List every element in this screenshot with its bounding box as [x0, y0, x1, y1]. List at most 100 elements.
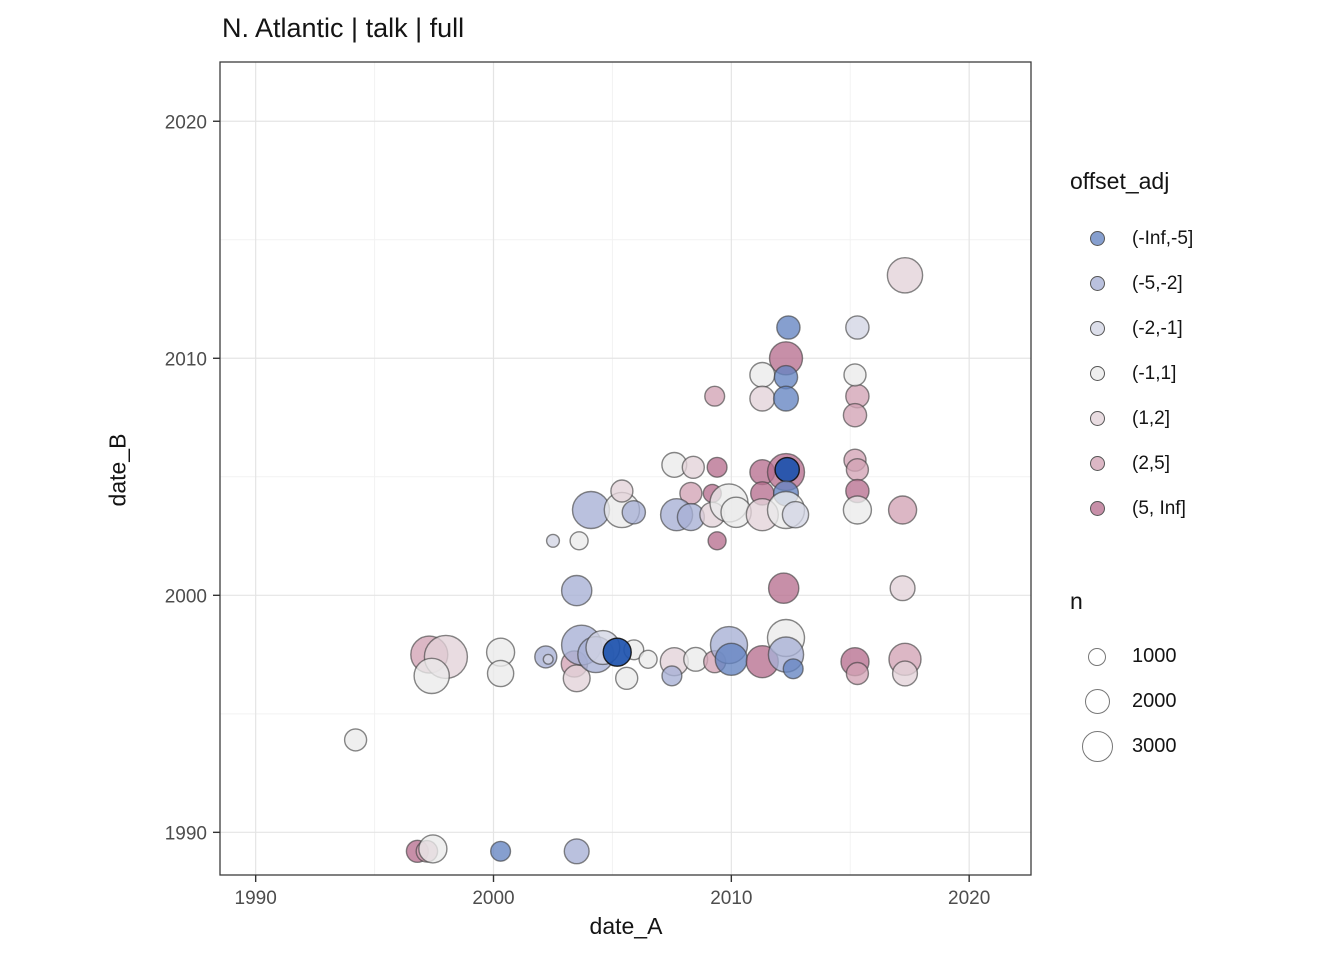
x-tick-label: 2000 [472, 888, 514, 909]
legend-item-label: (2,5] [1132, 452, 1171, 474]
data-point [782, 658, 804, 680]
legend-swatch-icon [1089, 411, 1105, 426]
data-point [767, 572, 800, 605]
legend-item: (-1,1] [1062, 351, 1342, 396]
data-point [773, 364, 799, 390]
legend-item-label: (-Inf,-5] [1132, 227, 1194, 249]
legend-swatch-icon [1089, 366, 1105, 381]
legend-size-circle [1084, 689, 1110, 714]
size-legend-title: n [1070, 588, 1083, 614]
legend-size-circle [1088, 647, 1106, 666]
data-point [610, 479, 634, 503]
data-point [615, 666, 639, 690]
data-point [842, 402, 868, 428]
data-point [542, 653, 554, 665]
legend-key-cell [1062, 501, 1132, 516]
size-item-label: 3000 [1132, 735, 1177, 757]
data-point [602, 637, 632, 667]
data-point [490, 840, 512, 862]
data-point [638, 649, 658, 669]
data-point [545, 533, 561, 548]
data-point [781, 500, 810, 529]
data-point [560, 574, 593, 607]
panel-border [219, 61, 1032, 876]
data-point [621, 499, 647, 525]
legend-item: (-2,-1] [1062, 306, 1342, 351]
data-point [704, 385, 726, 407]
data-point [707, 531, 727, 551]
legend-panel: offset_adj (-Inf,-5] (-5,-2] (-2,-1] (-1,1]… [1062, 0, 1342, 960]
legend-key-cell [1062, 231, 1132, 246]
size-item-label: 2000 [1132, 690, 1177, 712]
legend-size-circle [1081, 731, 1113, 762]
legend-item: (2,5] [1062, 441, 1342, 486]
axis-ticks: 1990 2000 2010 2020 1990 2000 2010 2020 [165, 112, 991, 909]
plot-panel [220, 62, 1031, 875]
legend-item-label: (5, Inf] [1132, 497, 1186, 519]
size-key-cell [1062, 689, 1132, 714]
data-point [774, 456, 801, 483]
size-legend-item: 3000 [1062, 724, 1342, 769]
data-point [413, 657, 451, 695]
legend-item-label: (1,2] [1132, 407, 1171, 429]
data-point [486, 659, 515, 688]
x-tick-label: 2010 [710, 888, 752, 909]
x-tick-label: 1990 [235, 888, 277, 909]
color-legend-title: offset_adj [1070, 168, 1170, 194]
legend-swatch-icon [1089, 321, 1105, 336]
legend-key-cell [1062, 456, 1132, 471]
data-point [845, 661, 870, 686]
size-legend-item: 2000 [1062, 679, 1342, 724]
data-point [772, 385, 800, 412]
data-point [843, 363, 867, 387]
data-point [418, 834, 448, 864]
data-point [749, 385, 776, 412]
legend-item-label: (-5,-2] [1132, 272, 1183, 294]
data-point [845, 458, 870, 482]
y-tick-label: 2000 [165, 586, 207, 607]
gridlines-major [220, 62, 1031, 875]
data-point [776, 315, 801, 340]
legend-swatch-icon [1089, 276, 1105, 291]
y-tick-label: 2010 [165, 349, 207, 370]
data-point [889, 575, 916, 602]
data-point [886, 256, 924, 294]
legend-item-label: (-1,1] [1132, 362, 1177, 384]
data-point [563, 838, 590, 865]
data-point [681, 455, 705, 479]
legend-swatch-icon [1089, 456, 1105, 471]
data-point [887, 495, 918, 525]
legend-item: (-5,-2] [1062, 261, 1342, 306]
size-key-cell [1062, 647, 1132, 666]
data-point [891, 660, 919, 687]
data-points [343, 256, 924, 865]
legend-item: (5, Inf] [1062, 486, 1342, 531]
chart-title: N. Atlantic | talk | full [222, 13, 465, 43]
x-axis-title: date_A [589, 913, 663, 939]
data-point [842, 495, 873, 525]
legend-key-cell [1062, 411, 1132, 426]
size-legend-item: 1000 [1062, 634, 1342, 679]
legend-swatch-icon [1089, 501, 1105, 516]
legend-key-cell [1062, 366, 1132, 381]
legend-swatch-icon [1089, 231, 1105, 246]
legend-key-cell [1062, 276, 1132, 291]
y-axis-title: date_B [104, 433, 131, 507]
legend-item-label: (-2,-1] [1132, 317, 1183, 339]
y-tick-label: 1990 [165, 823, 207, 844]
legend-item: (-Inf,-5] [1062, 216, 1342, 261]
size-key-cell [1062, 731, 1132, 762]
color-legend-rows: (-Inf,-5] (-5,-2] (-2,-1] (-1,1] (1,2] (2,5] (… [1062, 216, 1342, 531]
data-point [343, 728, 368, 752]
data-point [714, 642, 748, 676]
data-point [749, 361, 776, 388]
data-point [706, 456, 728, 478]
data-point [569, 531, 589, 551]
size-legend-rows: 1000 2000 3000 [1062, 634, 1342, 769]
x-tick-label: 2020 [948, 888, 990, 909]
legend-item: (1,2] [1062, 396, 1342, 441]
legend-key-cell [1062, 321, 1132, 336]
size-item-label: 1000 [1132, 645, 1177, 667]
